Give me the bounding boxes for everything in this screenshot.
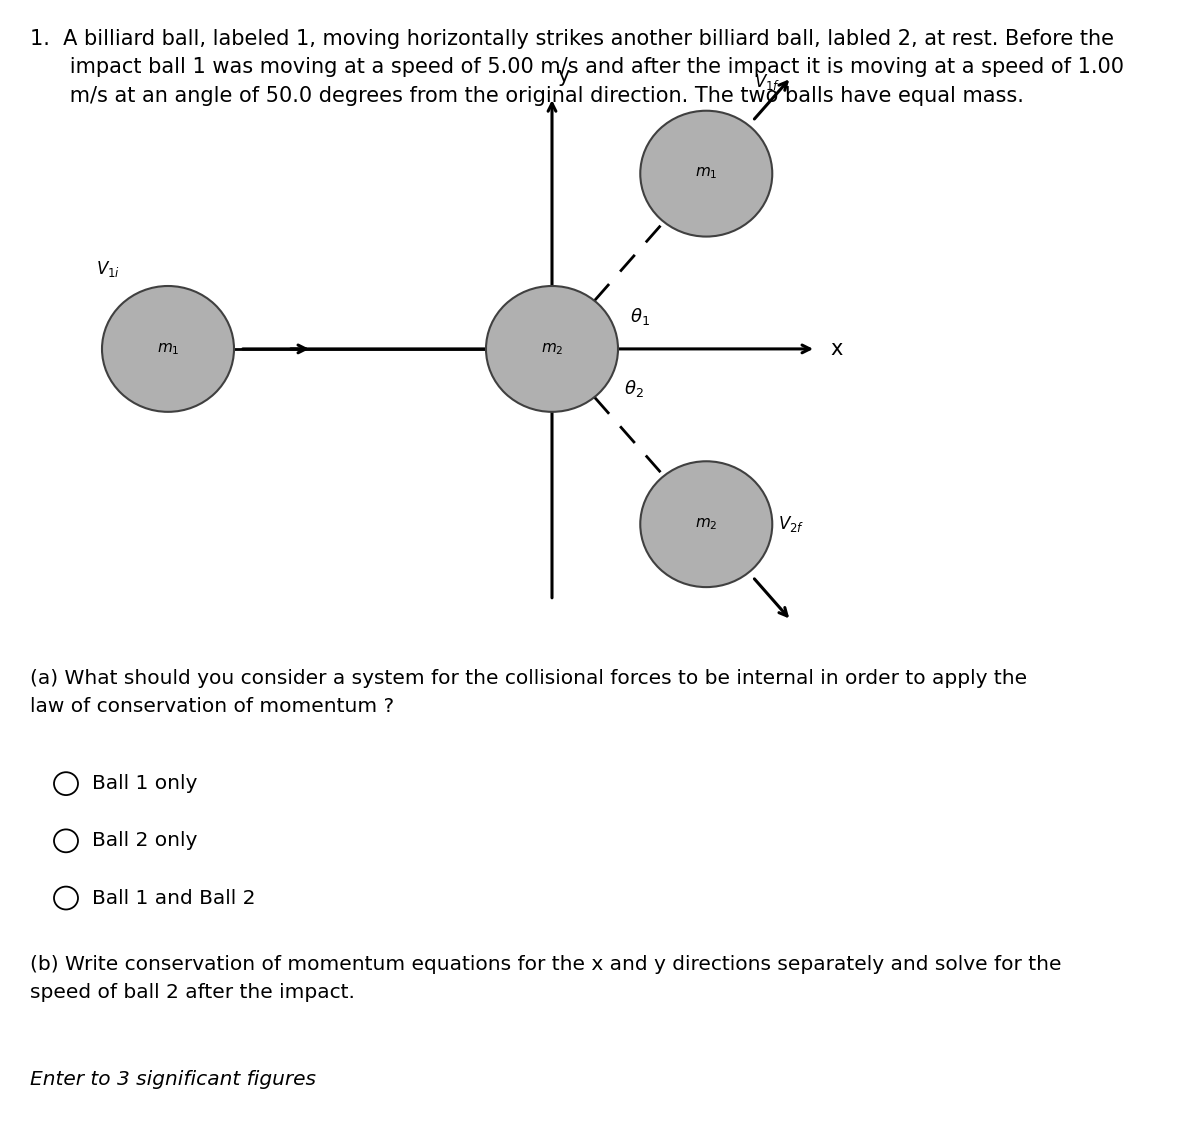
Circle shape bbox=[54, 829, 78, 852]
Text: $m_1$: $m_1$ bbox=[695, 166, 718, 182]
Circle shape bbox=[54, 772, 78, 795]
Circle shape bbox=[102, 286, 234, 412]
Text: $\theta_2$: $\theta_2$ bbox=[624, 379, 643, 399]
Text: $V_{2f}$: $V_{2f}$ bbox=[779, 514, 805, 534]
Text: $V_{1i}$: $V_{1i}$ bbox=[96, 259, 120, 279]
Circle shape bbox=[486, 286, 618, 412]
Text: $\theta_1$: $\theta_1$ bbox=[630, 307, 650, 327]
Text: $m_2$: $m_2$ bbox=[695, 516, 718, 532]
Circle shape bbox=[54, 887, 78, 909]
Circle shape bbox=[641, 111, 773, 237]
Text: $m_1$: $m_1$ bbox=[157, 341, 179, 357]
Text: 1.  A billiard ball, labeled 1, moving horizontally strikes another billiard bal: 1. A billiard ball, labeled 1, moving ho… bbox=[30, 29, 1124, 106]
Text: $m_2$: $m_2$ bbox=[541, 341, 563, 357]
Circle shape bbox=[641, 461, 773, 587]
Text: y: y bbox=[558, 66, 570, 86]
Text: (b) Write conservation of momentum equations for the x and y directions separate: (b) Write conservation of momentum equat… bbox=[30, 955, 1062, 1002]
Text: $V_{1f}$: $V_{1f}$ bbox=[755, 72, 781, 93]
Text: Ball 2 only: Ball 2 only bbox=[92, 832, 198, 850]
Text: Enter to 3 significant figures: Enter to 3 significant figures bbox=[30, 1070, 316, 1089]
Text: (a) What should you consider a system for the collisional forces to be internal : (a) What should you consider a system fo… bbox=[30, 669, 1027, 716]
Text: Ball 1 and Ball 2: Ball 1 and Ball 2 bbox=[92, 889, 256, 907]
Text: Ball 1 only: Ball 1 only bbox=[92, 774, 198, 793]
Text: x: x bbox=[830, 339, 842, 359]
